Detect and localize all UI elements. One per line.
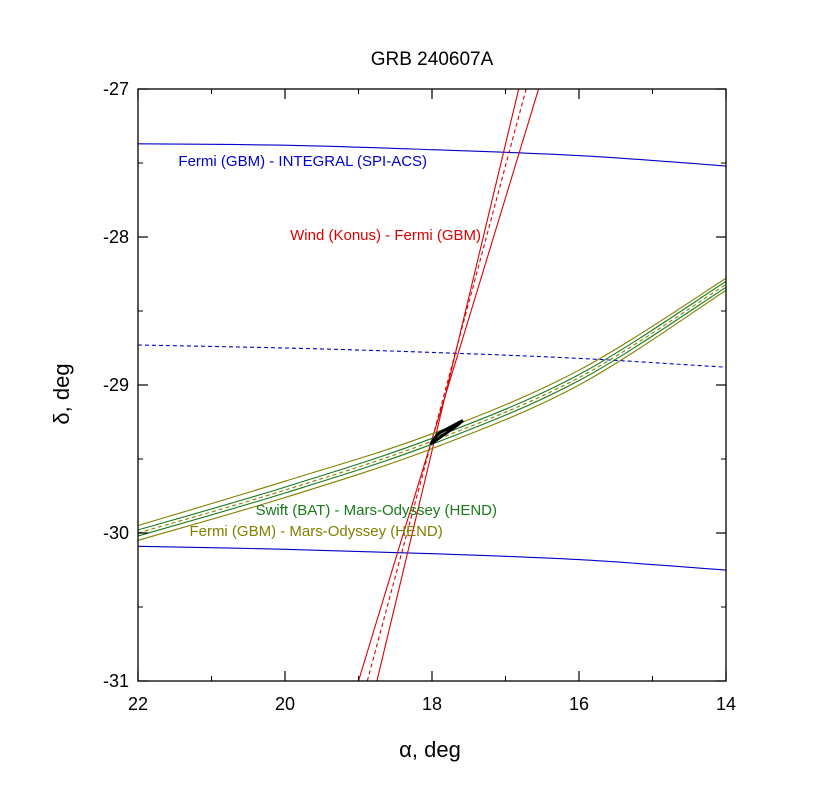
band-label-2: Wind (Konus) - Fermi (GBM) — [290, 227, 481, 244]
plot-frame — [137, 88, 727, 682]
band-label-1: Fermi (GBM) - INTEGRAL (SPI-ACS) — [178, 153, 427, 170]
chart-title: GRB 240607A — [371, 49, 494, 70]
x-tick-label: 20 — [275, 694, 295, 714]
ticks-layer: 22 20 18 16 14 -27 -28 -29 -30 -31 — [103, 79, 736, 714]
x-tick-label: 14 — [716, 694, 736, 714]
series-curve-3 — [138, 545, 726, 571]
series-curve-5 — [366, 89, 527, 681]
series-curve-10 — [138, 280, 726, 531]
series-curve-2 — [138, 344, 726, 368]
x-axis-label: α, deg — [399, 737, 461, 762]
series-curve-9 — [138, 289, 726, 541]
series-curve-1 — [138, 143, 726, 167]
y-axis-label: δ, deg — [49, 363, 74, 424]
y-tick-label: -27 — [103, 79, 129, 99]
band-label-3: Swift (BAT) - Mars-Odyssey (HEND) — [256, 502, 497, 519]
band-labels-layer: Fermi (GBM) - INTEGRAL (SPI-ACS) Wind (Ko… — [178, 153, 497, 540]
series-curve-6 — [376, 89, 520, 681]
curves-layer — [138, 89, 726, 681]
y-tick-label: -31 — [103, 671, 129, 691]
x-tick-label: 18 — [422, 694, 442, 714]
y-tick-label: -29 — [103, 375, 129, 395]
y-tick-label: -30 — [103, 523, 129, 543]
y-tick-label: -28 — [103, 227, 129, 247]
series-curve-7 — [138, 277, 726, 527]
x-tick-label: 22 — [128, 694, 148, 714]
localization-box — [429, 419, 464, 446]
band-label-4: Fermi (GBM) - Mars-Odyssey (HEND) — [189, 523, 442, 540]
series-curve-8 — [138, 283, 726, 534]
x-tick-label: 16 — [569, 694, 589, 714]
series-curve-4 — [357, 89, 540, 681]
